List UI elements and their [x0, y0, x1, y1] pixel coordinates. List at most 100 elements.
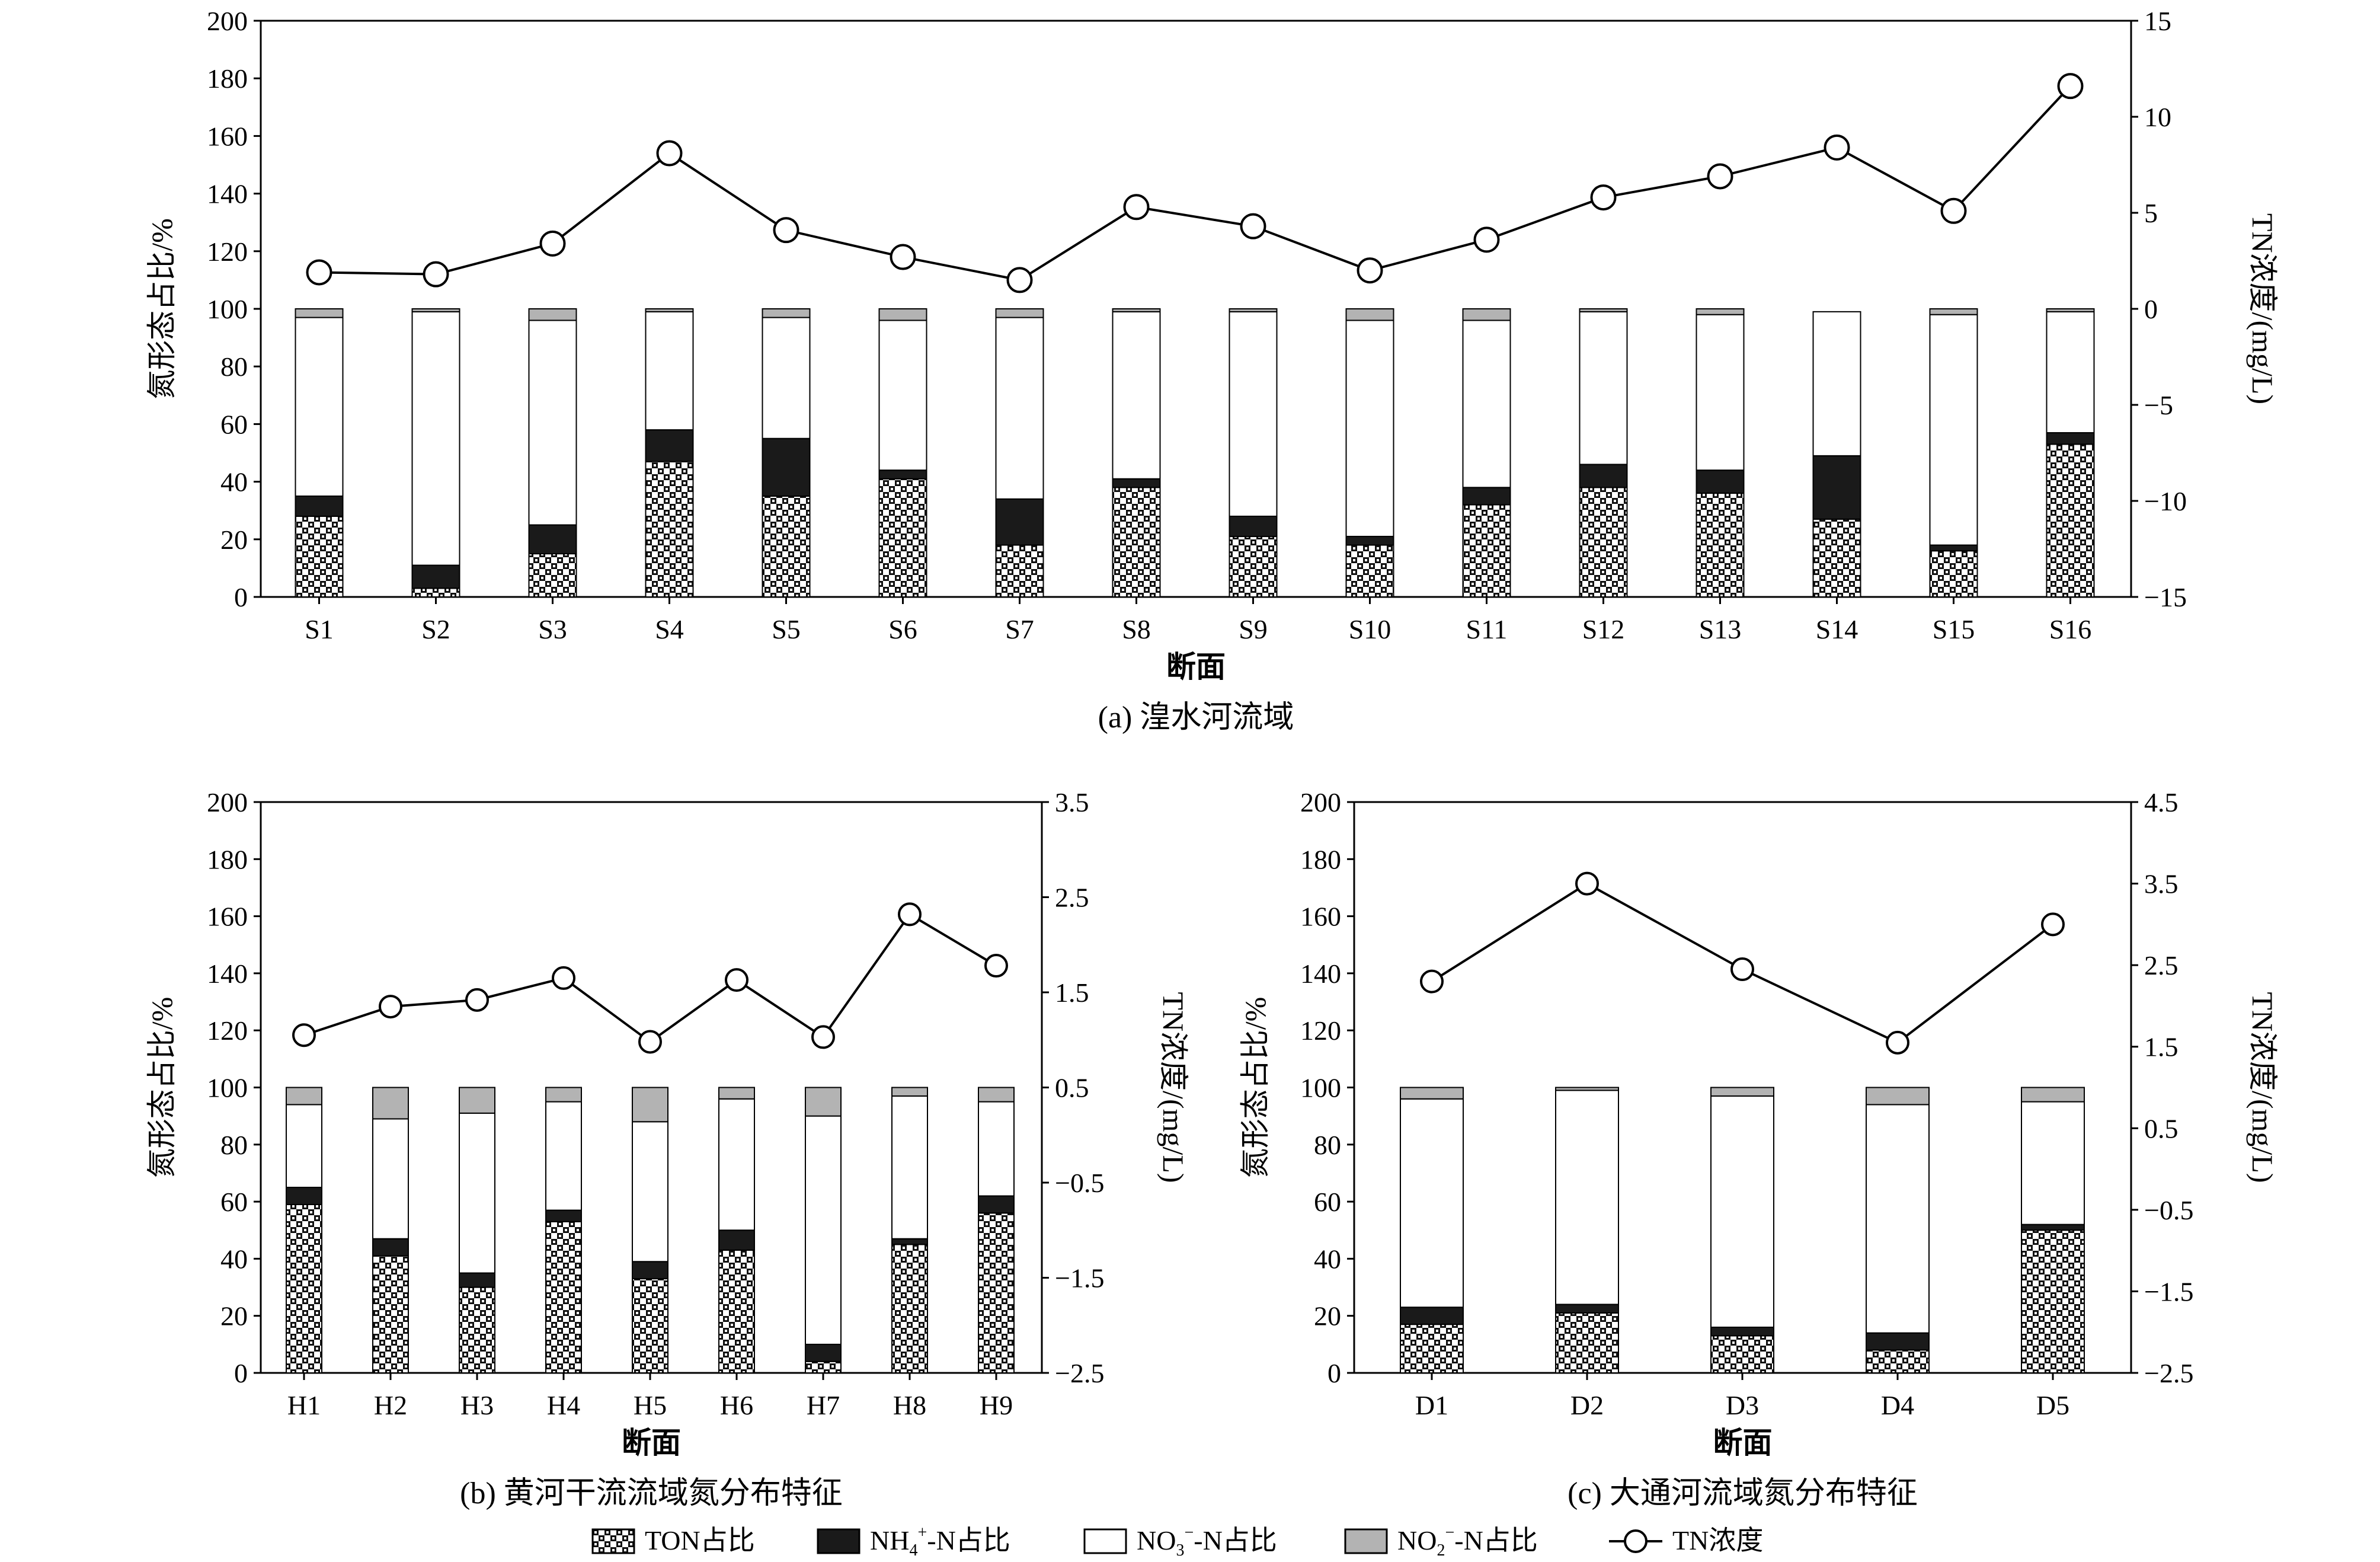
tn-point	[465, 988, 489, 1012]
tn-point	[1730, 957, 1754, 982]
right-axis-tick-label: 0	[2144, 294, 2158, 324]
bar-segment-ton	[459, 1286, 495, 1374]
bar-segment-no2	[286, 1087, 322, 1106]
x-axis-tick-label: S11	[1466, 614, 1508, 644]
bar-segment-no2	[1345, 308, 1394, 321]
left-axis-tick-label: 200	[1300, 787, 1341, 817]
x-axis-title: 断面	[1713, 1426, 1773, 1459]
x-axis-tick-label: D5	[2036, 1390, 2069, 1420]
x-axis-tick-label: H6	[720, 1390, 753, 1420]
bar-segment-no2	[762, 308, 811, 318]
tn-line	[319, 85, 2071, 282]
bar-segment-no3	[1555, 1090, 1619, 1305]
x-axis-tick-label: S15	[1933, 614, 1975, 644]
right-axis-tick-label: −1.5	[2144, 1276, 2193, 1307]
left-axis-tick-label: 140	[207, 959, 248, 989]
tn-point	[638, 1030, 662, 1054]
bar-segment-nh4	[1710, 1326, 1774, 1337]
left-axis-tick-label: 40	[220, 467, 248, 497]
tn-point	[898, 902, 922, 927]
left-axis-tick-label: 20	[1314, 1301, 1341, 1331]
left-axis-tick-label: 160	[207, 902, 248, 932]
bar-segment-ton	[545, 1221, 582, 1373]
left-axis-tick-label: 180	[1300, 844, 1341, 874]
left-axis-tick-label: 100	[1300, 1073, 1341, 1103]
bar-segment-nh4	[459, 1272, 495, 1288]
bar-segment-no3	[1812, 311, 1861, 456]
tn-point	[1886, 1030, 1909, 1055]
bar-segment-ton	[1345, 544, 1394, 598]
bar-segment-nh4	[1345, 535, 1394, 546]
left-axis-tick-label: 0	[234, 1358, 248, 1388]
bar-segment-no2	[2021, 1087, 2085, 1103]
tn-point	[1123, 194, 1150, 221]
bar-segment-ton	[1112, 487, 1161, 598]
bar-segment-ton	[411, 587, 460, 598]
x-axis-tick-label: S1	[305, 614, 334, 644]
right-axis-tick-label: 1.5	[2144, 1032, 2179, 1062]
left-axis-tick-label: 100	[207, 1073, 248, 1103]
bar-segment-ton	[2046, 443, 2095, 598]
bar-segment-nh4	[1696, 469, 1745, 494]
bar-segment-nh4	[295, 495, 344, 517]
legend-swatch-no3	[1083, 1528, 1127, 1554]
bar-segment-ton	[632, 1278, 668, 1373]
left-axis-tick-label: 0	[234, 582, 248, 612]
bar-segment-nh4	[2046, 432, 2095, 445]
panel-caption: (a) 湟水河流域	[1098, 701, 1294, 734]
tn-point	[2057, 73, 2084, 100]
bar-segment-nh4	[1579, 464, 1628, 488]
legend-label-no2: NO2−-N占比	[1397, 1523, 1538, 1560]
right-axis-tick-label: −5	[2144, 390, 2173, 420]
panel-caption: (b) 黄河干流流域氮分布特征	[460, 1477, 843, 1510]
left-axis-tick-label: 140	[1300, 959, 1341, 989]
left-axis-tick-label: 80	[1314, 1130, 1341, 1160]
legend-marker-tn	[1624, 1529, 1648, 1553]
bar-segment-no3	[1579, 311, 1628, 465]
left-axis-tick-label: 120	[1300, 1015, 1341, 1046]
right-axis-tick-label: −0.5	[1055, 1168, 1104, 1198]
y-axis-title: 氮形态占比/%	[145, 997, 178, 1178]
bar-segment-no2	[295, 308, 344, 318]
tn-point	[1357, 257, 1383, 284]
legend-label-nh4: NH4+-N占比	[870, 1523, 1010, 1560]
left-axis-tick-label: 100	[207, 294, 248, 324]
y-axis-title: 氮形态占比/%	[1239, 997, 1272, 1178]
bar-segment-ton	[295, 515, 344, 598]
bar-segment-no3	[878, 320, 927, 471]
bar-segment-no3	[459, 1112, 495, 1274]
bar-segment-no2	[1462, 308, 1511, 321]
x-axis-tick-label: S14	[1816, 614, 1858, 644]
bar-segment-no3	[632, 1121, 668, 1263]
bar-segment-no3	[805, 1115, 842, 1345]
x-axis-tick-label: H8	[893, 1390, 926, 1420]
x-axis-tick-label: S12	[1582, 614, 1625, 644]
bar-segment-no3	[2046, 311, 2095, 433]
left-axis-tick-label: 60	[220, 409, 248, 439]
bar-segment-ton	[1812, 518, 1861, 598]
bar-segment-no2	[1400, 1087, 1464, 1100]
bar-segment-nh4	[1812, 455, 1861, 520]
tn-point	[725, 968, 748, 992]
x-axis-tick-label: S3	[538, 614, 567, 644]
bar-segment-no3	[545, 1101, 582, 1211]
bar-segment-ton	[878, 478, 927, 598]
left-axis-tick-label: 60	[220, 1187, 248, 1217]
bar-segment-no3	[411, 311, 460, 566]
bar-segment-ton	[372, 1255, 409, 1373]
left-axis-tick-label: 20	[220, 1301, 248, 1331]
bar-segment-ton	[1400, 1324, 1464, 1374]
right-axis-tick-label: −0.5	[2144, 1195, 2193, 1225]
bar-segment-no3	[1710, 1095, 1774, 1328]
bar-segment-no3	[1929, 314, 1978, 546]
tn-point	[656, 140, 683, 167]
bar-segment-no3	[528, 320, 577, 526]
legend-swatch-nh4	[817, 1528, 860, 1554]
x-axis-tick-label: S2	[421, 614, 450, 644]
tn-point	[2041, 912, 2065, 937]
left-axis-tick-label: 160	[207, 121, 248, 151]
y-axis-title: 氮形态占比/%	[145, 218, 178, 400]
tn-point	[1940, 197, 1967, 224]
bar-segment-nh4	[891, 1238, 928, 1245]
bar-segment-nh4	[645, 429, 694, 462]
